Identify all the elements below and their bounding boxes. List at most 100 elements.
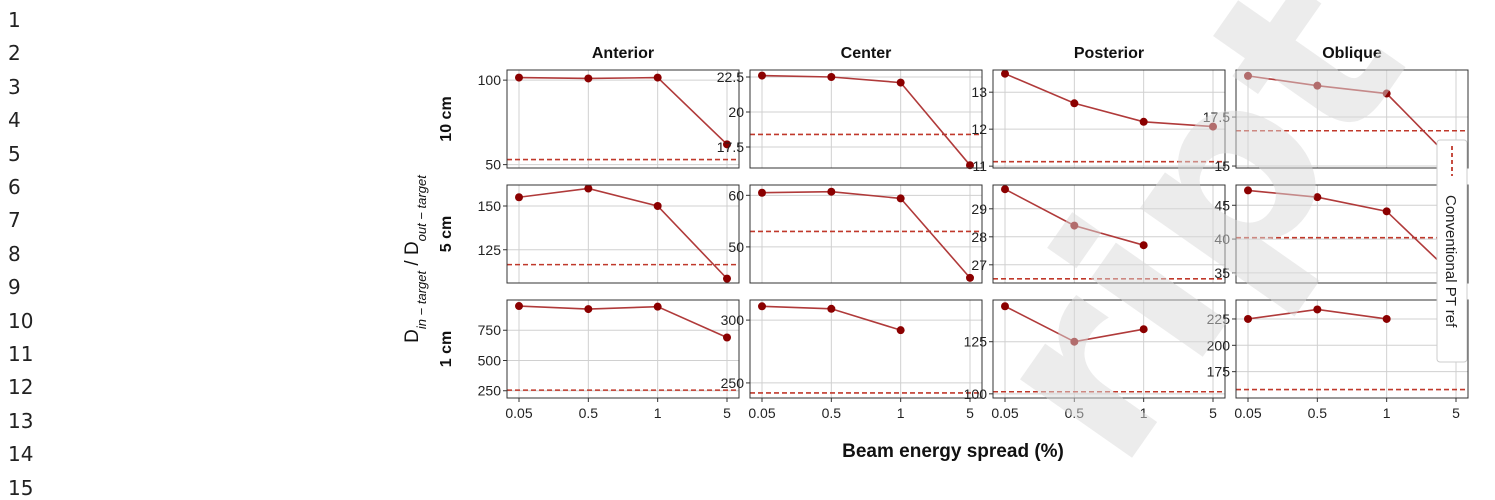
y-tick-label: 225 (1207, 311, 1231, 327)
series-line (1247, 75, 1457, 165)
panel: 15 17.5 (1203, 69, 1469, 174)
data-point (758, 71, 766, 80)
data-point (827, 304, 836, 313)
data-point (515, 302, 523, 311)
column-title: Anterior (592, 45, 654, 62)
data-point (1209, 122, 1217, 131)
data-point (896, 78, 905, 87)
data-point (653, 202, 662, 210)
series-line (761, 190, 971, 279)
x-tick-label: 0.5 (822, 405, 842, 421)
row-label: 5 cm (438, 216, 455, 252)
column-title: Oblique (1322, 45, 1382, 62)
x-tick-label: 5 (1452, 405, 1460, 421)
x-tick-label: 1 (897, 405, 905, 421)
panel: 175 200 225 0.05 0.5 1 5 (1207, 299, 1469, 421)
panel: 125 150 (478, 184, 740, 284)
data-point (1001, 185, 1009, 194)
x-axis-label: Beam energy spread (%) (842, 441, 1064, 462)
y-tick-label: 60 (728, 187, 744, 203)
data-point (1001, 302, 1009, 311)
y-tick-label: 11 (972, 158, 987, 174)
data-point (758, 188, 766, 197)
panel: 50 60 (728, 184, 983, 284)
data-point (758, 302, 766, 311)
panel: 17.5 20 22.5 (717, 69, 983, 170)
line-number: 12 (8, 375, 34, 400)
legend-frame (1436, 139, 1468, 363)
data-point (827, 73, 836, 81)
y-label-sub2: out − target (414, 174, 429, 242)
data-point (1139, 117, 1148, 126)
line-number: 7 (8, 208, 21, 233)
y-tick-label: 22.5 (717, 69, 744, 85)
legend: Conventional PT ref (1436, 139, 1468, 363)
panel: 11 12 13 (971, 69, 1226, 174)
y-tick-label: 17.5 (717, 139, 744, 155)
line-number: 13 (8, 408, 34, 433)
panel-frame (1235, 299, 1469, 399)
panel-grid: Anterior Center Posterior Oblique 10 cm 5 cm 1… (438, 45, 1469, 421)
line-number: 1 (8, 8, 21, 32)
y-tick-label: 500 (478, 352, 502, 368)
panel-frame (992, 299, 1226, 399)
data-point (1070, 99, 1079, 108)
data-point (827, 187, 836, 196)
panel-frame (1235, 184, 1469, 284)
y-tick-label: 29 (971, 201, 987, 217)
legend-ref-label: Conventional PT ref (1442, 195, 1459, 328)
y-tick-label: 200 (1207, 337, 1231, 353)
y-tick-label: 15 (1214, 158, 1230, 174)
data-point (723, 140, 731, 149)
x-tick-label: 0.05 (1234, 405, 1261, 421)
x-tick-label: 1 (1383, 405, 1391, 421)
data-point (515, 193, 523, 202)
y-tick-label: 40 (1214, 231, 1230, 247)
data-point (896, 326, 905, 335)
y-tick-label: 300 (721, 312, 745, 328)
y-tick-label: 50 (728, 239, 744, 255)
data-point (584, 305, 593, 314)
panel: 250 300 0.05 0.5 1 5 (721, 299, 983, 421)
x-tick-label: 0.5 (1065, 405, 1085, 421)
data-point (723, 333, 731, 342)
data-point (1139, 325, 1148, 334)
series-line (518, 187, 728, 280)
line-number: 3 (8, 74, 21, 99)
panel-frame (992, 69, 1226, 169)
panel-frame (992, 184, 1226, 284)
line-number: 11 (8, 342, 34, 366)
y-label-mid: / D (402, 241, 423, 271)
data-point (1313, 81, 1322, 90)
panel: 50 100 (478, 69, 740, 173)
data-point (1001, 69, 1009, 78)
line-number: 10 (8, 308, 34, 333)
row-label: 10 cm (438, 96, 455, 141)
x-tick-label: 5 (966, 405, 974, 421)
data-point (515, 73, 523, 82)
data-point (1382, 89, 1391, 98)
y-tick-label: 750 (478, 322, 502, 338)
y-tick-label: 125 (478, 242, 502, 258)
data-point (1139, 241, 1148, 250)
data-point (1382, 314, 1391, 323)
x-tick-label: 5 (1209, 405, 1217, 421)
panel: 250 500 750 0.05 0.5 1 5 (478, 299, 740, 421)
line-number: 14 (8, 442, 34, 467)
x-tick-label: 0.05 (505, 405, 532, 421)
data-point (723, 274, 731, 283)
y-tick-label: 175 (1207, 364, 1231, 380)
data-point (966, 161, 974, 170)
y-tick-label: 150 (478, 198, 502, 214)
line-number: 4 (8, 108, 21, 133)
panel: 27 28 29 (971, 184, 1226, 284)
y-tick-label: 17.5 (1203, 109, 1230, 125)
panel-frame (749, 69, 983, 169)
data-point (966, 273, 974, 282)
x-tick-label: 1 (1140, 405, 1148, 421)
y-tick-label: 20 (728, 104, 744, 120)
data-point (653, 73, 662, 82)
line-number: 9 (8, 275, 21, 300)
panel-frame (749, 184, 983, 284)
